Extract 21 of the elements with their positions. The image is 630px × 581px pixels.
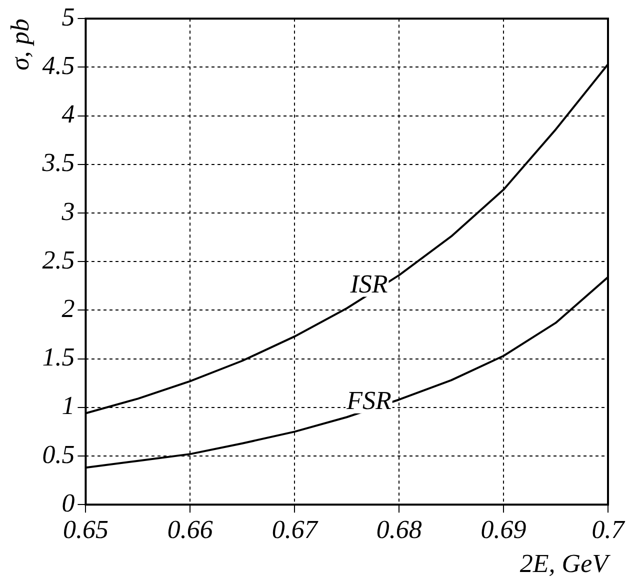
- y-tick-label: 1.5: [42, 342, 75, 372]
- y-tick-label: 2.5: [42, 245, 75, 274]
- series-label: ISR: [349, 270, 388, 299]
- y-tick-label: 1: [62, 391, 75, 420]
- y-axis-title: σ, pb: [5, 18, 34, 70]
- x-tick-label: 0.66: [167, 515, 213, 544]
- x-tick-label: 0.68: [376, 515, 422, 544]
- x-tick-label: 0.7: [592, 515, 626, 544]
- y-tick-label: 0: [62, 488, 75, 518]
- x-tick-label: 0.67: [272, 515, 318, 544]
- y-tick-label: 0.5: [42, 440, 75, 469]
- x-tick-label: 0.65: [62, 515, 108, 544]
- y-tick-label: 4: [62, 100, 75, 129]
- series-label: FSR: [346, 386, 392, 416]
- y-tick-label: 3.5: [41, 148, 75, 178]
- y-tick-label: 3: [60, 196, 75, 226]
- y-tick-label: 5: [62, 2, 75, 32]
- x-tick-label: 0.69: [480, 515, 526, 544]
- y-tick-label: 4.5: [42, 51, 75, 80]
- x-axis-title: 2E, GeV: [520, 549, 612, 578]
- y-tick-label: 2: [62, 294, 75, 324]
